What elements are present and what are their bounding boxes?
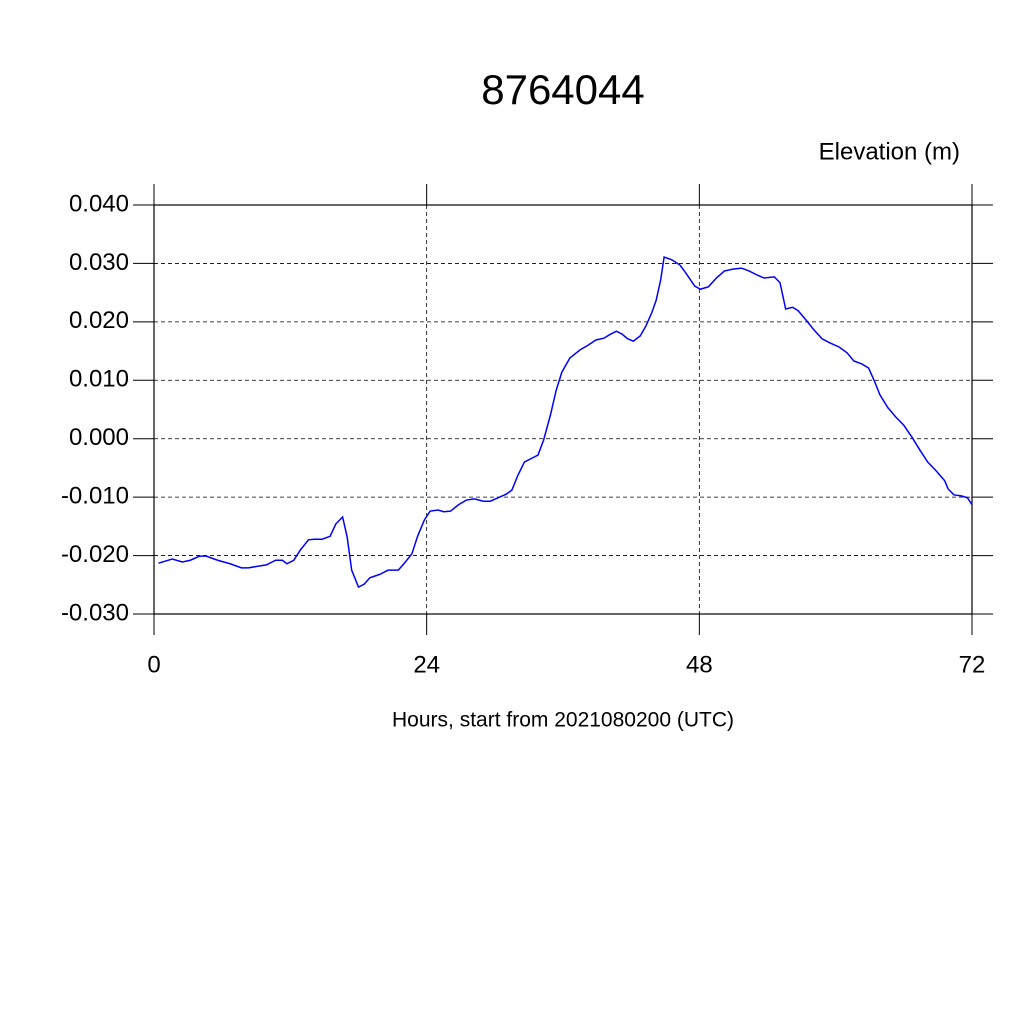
data-line [158, 255, 973, 589]
y-tick-label: -0.010 [61, 482, 129, 509]
y-tick-label: 0.010 [69, 366, 129, 393]
x-tick-label: 0 [147, 651, 160, 678]
y-tick-label: 0.000 [69, 424, 129, 451]
y-tick-label: -0.030 [61, 599, 129, 626]
y-unit-label: Elevation (m) [819, 138, 960, 165]
chart-title: 8764044 [481, 66, 645, 113]
plot-frame [153, 204, 973, 615]
y-tick-label: 0.030 [69, 249, 129, 276]
y-tick-label: -0.020 [61, 541, 129, 568]
x-axis-label: Hours, start from 2021080200 (UTC) [392, 709, 734, 732]
y-tick-label: 0.020 [69, 307, 129, 334]
x-tick-label: 72 [959, 651, 986, 678]
y-tick-label: 0.040 [69, 190, 129, 217]
x-tick-label: 24 [413, 651, 440, 678]
x-tick-label: 48 [686, 651, 713, 678]
